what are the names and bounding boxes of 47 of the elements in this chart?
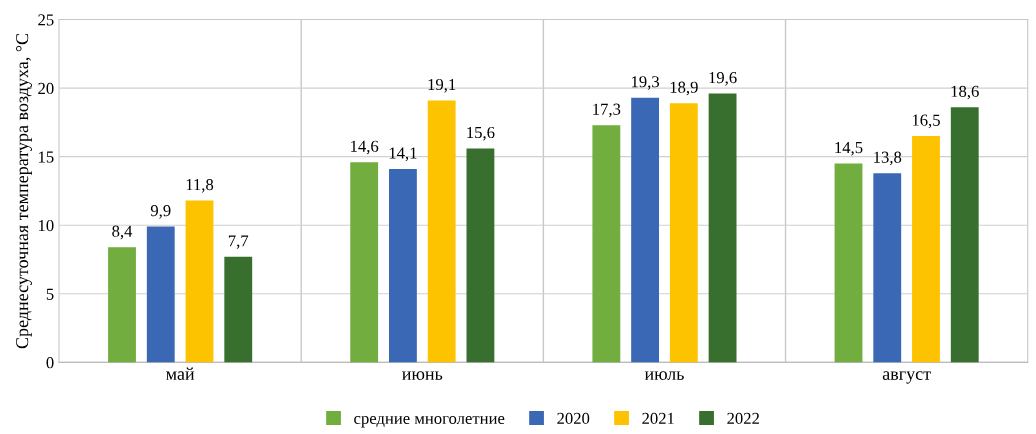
- x-tick-label: июль: [644, 371, 684, 380]
- text: 14,6: [351, 140, 379, 155]
- x-tick-label: июнь: [402, 371, 443, 380]
- text: 11,8: [186, 178, 214, 193]
- bar: [669, 103, 698, 363]
- bar: [950, 107, 979, 363]
- y-tick-label: 5: [46, 288, 54, 300]
- text: 9,9: [150, 205, 171, 219]
- bar: [466, 148, 495, 363]
- text: 14,5: [835, 142, 863, 156]
- text: 18,6: [951, 85, 979, 100]
- bar: [185, 200, 214, 363]
- bar: [350, 162, 379, 363]
- bar: [912, 136, 940, 363]
- y-tick-label: 15: [38, 151, 54, 163]
- legend-label: средние многолетние: [354, 415, 505, 428]
- y-tick-label: 20: [38, 82, 54, 95]
- text: 16,5: [912, 114, 940, 129]
- x-tick-label: август: [882, 371, 931, 384]
- legend-label: 2020: [557, 412, 590, 425]
- text: 13,8: [874, 151, 902, 166]
- y-axis-title: Среднесуточная температура воздуха, °С: [16, 33, 32, 349]
- bar: [427, 100, 456, 363]
- text: 7,7: [228, 235, 249, 249]
- text: 17,3: [593, 103, 621, 118]
- bar: [108, 247, 136, 363]
- bar: [146, 226, 175, 363]
- bar: [708, 93, 737, 363]
- bar: [224, 256, 253, 363]
- legend-label: 2021: [642, 412, 674, 425]
- text: 19,6: [709, 72, 737, 86]
- bar: [834, 163, 863, 363]
- bar: [631, 97, 660, 363]
- text: 19,3: [631, 76, 660, 90]
- legend-label: 2022: [727, 412, 759, 425]
- text: 14,1: [389, 147, 417, 162]
- bar: [592, 125, 621, 363]
- y-tick-label: 25: [38, 14, 54, 26]
- text: 15,6: [467, 126, 495, 141]
- text: 18,9: [670, 81, 698, 96]
- bar: [873, 173, 902, 363]
- bar: [389, 169, 417, 363]
- y-tick-label: 10: [38, 219, 54, 232]
- text: 8,4: [112, 225, 133, 240]
- y-tick-label: 0: [46, 357, 54, 369]
- x-tick-label: май: [166, 367, 195, 380]
- text: 19,1: [428, 78, 456, 93]
